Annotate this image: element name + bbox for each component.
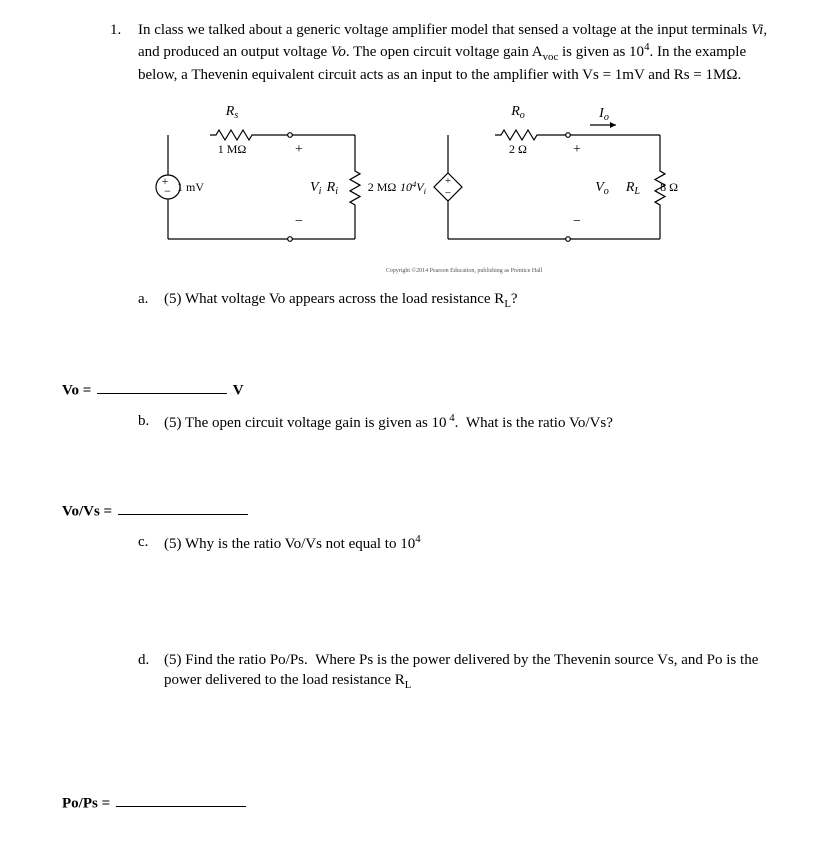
svg-text:−: − (573, 214, 581, 229)
svg-text:+: + (295, 142, 303, 157)
part-a-text: (5) What voltage Vo appears across the l… (164, 289, 778, 312)
svg-text:+: + (573, 142, 581, 157)
part-a-answer-post: V (233, 382, 244, 398)
part-d-answer: Po/Ps = (62, 793, 778, 814)
svg-text:RL: RL (625, 180, 641, 197)
part-a-blank (97, 380, 227, 395)
part-a-answer-pre: Vo = (62, 382, 91, 398)
part-a-answer: Vo = V (62, 380, 778, 401)
part-c-text: (5) Why is the ratio Vo/Vs not equal to … (164, 532, 778, 554)
part-c: c. (5) Why is the ratio Vo/Vs not equal … (138, 532, 778, 554)
svg-text:2 Ω: 2 Ω (509, 142, 527, 156)
part-b-blank (118, 501, 248, 516)
part-d-letter: d. (138, 650, 164, 693)
copyright-text: Copyright ©2014 Pearson Education, publi… (150, 267, 778, 275)
svg-text:Ri: Ri (326, 180, 339, 197)
part-b-letter: b. (138, 411, 164, 433)
part-b-answer-pre: Vo/Vs = (62, 503, 112, 519)
part-b-answer: Vo/Vs = (62, 501, 778, 522)
part-d-blank (116, 793, 246, 808)
svg-text:104Vi: 104Vi (400, 179, 427, 195)
part-c-letter: c. (138, 532, 164, 554)
part-d-answer-pre: Po/Ps = (62, 795, 110, 811)
circuit-diagram: +−Rs1 MΩ+−Vs1 mVViRi2 MΩ+−IoRo2 Ω+−104Vi… (150, 99, 778, 275)
part-b-text: (5) The open circuit voltage gain is giv… (164, 411, 778, 433)
question-intro: 1. In class we talked about a generic vo… (110, 20, 778, 85)
svg-text:+: + (445, 175, 451, 187)
part-c-space (110, 554, 778, 640)
part-d: d. (5) Find the ratio Po/Ps. Where Ps is… (138, 650, 778, 693)
svg-text:−: − (164, 184, 171, 198)
part-b: b. (5) The open circuit voltage gain is … (138, 411, 778, 433)
part-d-text: (5) Find the ratio Po/Ps. Where Ps is th… (164, 650, 778, 693)
svg-text:Vo: Vo (595, 180, 609, 197)
svg-text:8 Ω: 8 Ω (660, 180, 678, 194)
svg-text:−: − (295, 214, 303, 229)
part-a-letter: a. (138, 289, 164, 312)
svg-text:Rs: Rs (225, 104, 239, 121)
svg-text:Ro: Ro (510, 104, 525, 121)
svg-text:Vi: Vi (310, 180, 322, 197)
page: 1. In class we talked about a generic vo… (0, 0, 818, 854)
svg-text:Io: Io (598, 106, 609, 123)
question-number: 1. (110, 20, 138, 85)
part-a: a. (5) What voltage Vo appears across th… (138, 289, 778, 312)
question-intro-text: In class we talked about a generic volta… (138, 20, 778, 85)
svg-text:2 MΩ: 2 MΩ (368, 180, 397, 194)
svg-text:1 mV: 1 mV (177, 180, 204, 194)
svg-text:1 MΩ: 1 MΩ (218, 142, 247, 156)
svg-text:−: − (445, 187, 451, 199)
